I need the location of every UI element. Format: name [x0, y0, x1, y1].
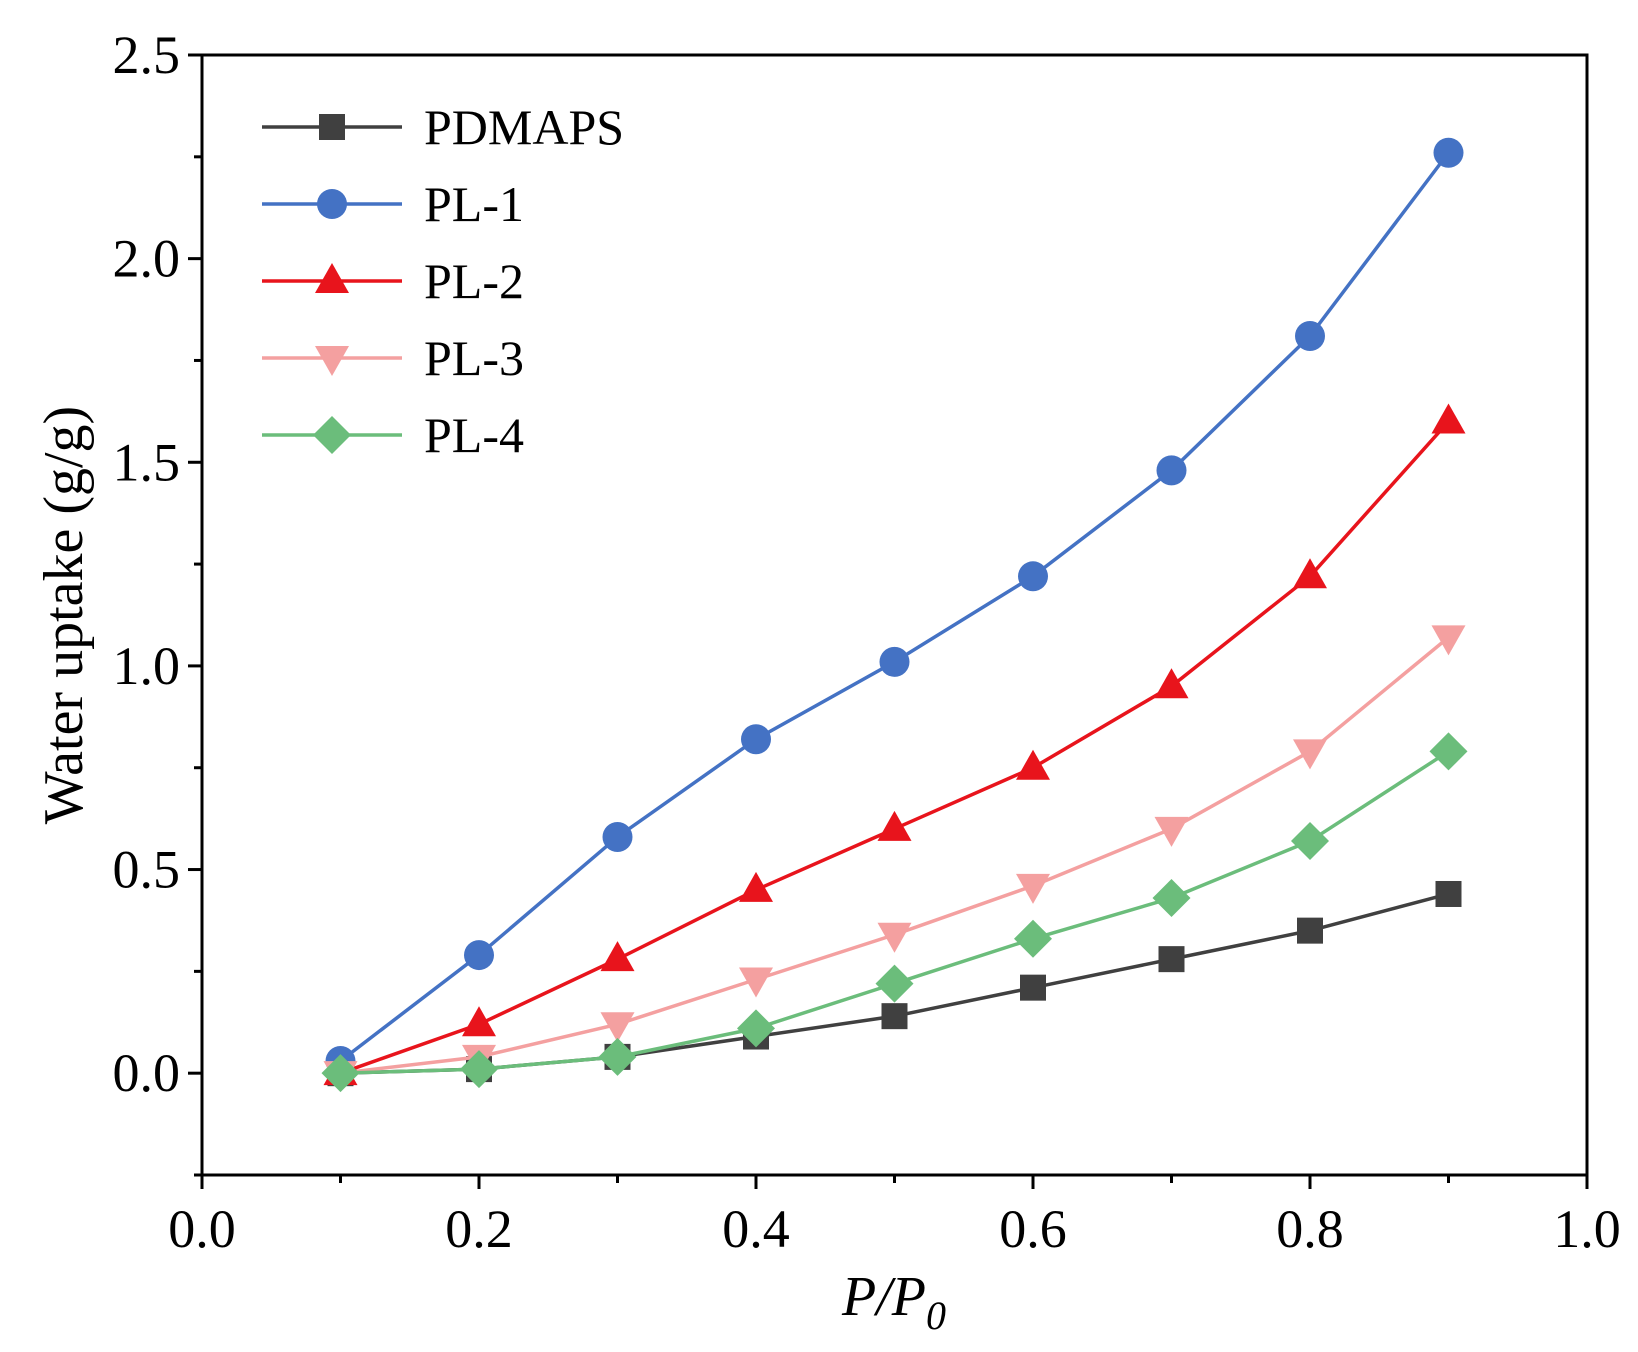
data-point — [1293, 739, 1327, 770]
data-point — [875, 964, 914, 1003]
data-point — [881, 1003, 908, 1030]
x-tick-label: 0.8 — [1276, 1199, 1344, 1259]
x-axis-title-main: P/P — [841, 1266, 926, 1328]
data-point — [600, 941, 635, 972]
y-tick-label: 1.0 — [113, 636, 181, 696]
y-tick-label: 0.0 — [113, 1043, 181, 1103]
x-axis-title: P/P0 — [841, 1266, 946, 1338]
data-point — [1435, 880, 1462, 907]
data-point — [1016, 873, 1050, 904]
y-tick-label: 2.5 — [113, 25, 181, 85]
x-tick-label: 1.0 — [1553, 1199, 1621, 1259]
data-point — [464, 940, 494, 971]
legend-marker — [315, 346, 349, 376]
legend-label: PL-2 — [424, 253, 524, 309]
data-point — [600, 1012, 635, 1043]
series-pl-4 — [321, 732, 1468, 1093]
y-tick-label: 0.5 — [113, 840, 181, 900]
legend-label: PL-1 — [424, 176, 524, 232]
data-point — [462, 1006, 496, 1037]
legend-marker — [315, 263, 349, 293]
legend-item-pl-1: PL-1 — [262, 176, 524, 232]
data-point — [1156, 455, 1187, 486]
data-point — [1431, 403, 1466, 434]
legend-marker — [317, 189, 347, 219]
plot-frame — [200, 53, 1589, 1177]
x-axis-title-subscript: 0 — [926, 1293, 946, 1338]
data-point — [1154, 816, 1189, 847]
x-tick-label: 0.4 — [722, 1199, 790, 1259]
legend-label: PL-4 — [424, 407, 524, 463]
data-point — [739, 967, 773, 998]
data-point — [1429, 732, 1468, 771]
legend-item-pl-2: PL-2 — [262, 253, 524, 309]
legend-label: PL-3 — [424, 330, 524, 386]
legend-item-pdmaps: PDMAPS — [262, 99, 624, 155]
data-point — [1016, 749, 1050, 780]
x-tick-label: 0.6 — [999, 1199, 1067, 1259]
series-layer — [321, 137, 1468, 1093]
data-point — [460, 1050, 498, 1089]
data-point — [879, 646, 910, 677]
legend-item-pl-4: PL-4 — [262, 407, 524, 463]
data-point — [1158, 946, 1185, 973]
data-point — [1152, 879, 1191, 918]
data-point — [1154, 668, 1189, 699]
data-point — [602, 821, 633, 852]
data-point — [598, 1037, 637, 1076]
legend-marker — [319, 114, 345, 140]
x-tick-label: 0.2 — [445, 1199, 513, 1259]
data-point — [741, 724, 771, 755]
series-pl-1 — [325, 137, 1464, 1076]
data-point — [877, 922, 912, 953]
y-tick-label: 2.0 — [113, 229, 181, 289]
data-point — [877, 810, 912, 841]
data-point — [1297, 917, 1323, 944]
data-point — [1293, 558, 1327, 589]
data-point — [1291, 822, 1329, 861]
data-point — [739, 871, 773, 902]
data-point — [1018, 561, 1048, 592]
data-point — [737, 1009, 775, 1048]
data-point — [1433, 137, 1464, 168]
data-point — [1020, 974, 1046, 1001]
legend-item-pl-3: PL-3 — [262, 330, 524, 386]
data-point — [1014, 919, 1052, 958]
legend-label: PDMAPS — [424, 99, 624, 155]
legend: PDMAPS PL-1 PL-2 PL-3 PL-4 — [262, 99, 624, 463]
y-axis-title: Water uptake (g/g) — [33, 406, 95, 824]
legend-marker — [313, 416, 351, 454]
x-tick-label: 0.0 — [168, 1199, 236, 1259]
data-point — [1431, 625, 1466, 656]
data-point — [1295, 321, 1325, 352]
y-tick-label: 1.5 — [113, 432, 181, 492]
tick-labels: 0.0 0.2 0.4 0.6 0.8 1.0 0.0 0.5 1.0 1.5 2.0 2.5 — [113, 25, 1621, 1259]
data-point — [321, 1054, 360, 1093]
